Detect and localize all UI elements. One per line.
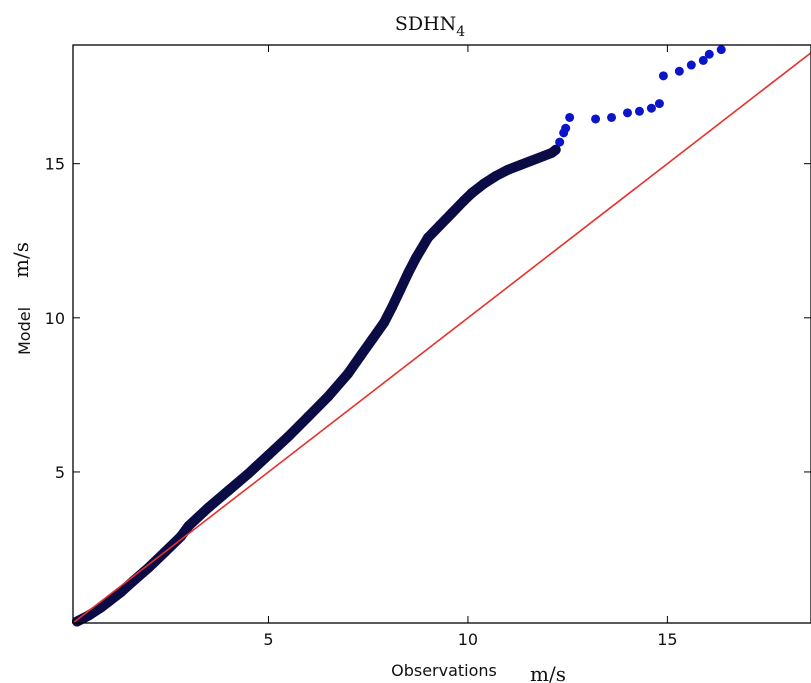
data-point — [458, 195, 469, 206]
data-point — [423, 232, 434, 243]
data-point — [323, 391, 334, 402]
tick-layer: 5 10 15 5 10 15 — [45, 45, 811, 649]
data-point — [526, 155, 537, 166]
data-point — [243, 468, 254, 479]
x-axis-label: Observations — [391, 661, 497, 680]
data-point — [514, 160, 525, 171]
data-point — [379, 317, 390, 328]
data-point — [634, 106, 644, 116]
x-tick-label: 10 — [458, 630, 478, 649]
data-point — [622, 108, 632, 118]
data-point — [411, 252, 422, 263]
data-point — [175, 531, 186, 542]
y-tick-label: 5 — [55, 463, 65, 482]
y-tick-label: 15 — [45, 155, 65, 174]
data-point — [95, 602, 106, 613]
data-point — [143, 562, 154, 573]
data-point — [103, 596, 114, 607]
data-point — [466, 187, 477, 198]
data-point — [716, 45, 726, 55]
data-point — [395, 285, 406, 296]
data-point — [565, 112, 575, 122]
data-point — [446, 208, 457, 219]
data-point — [203, 502, 214, 513]
data-point — [550, 144, 561, 155]
reference-layer — [72, 52, 811, 624]
data-point — [591, 114, 601, 124]
x-axis-unit: m/s — [530, 662, 566, 683]
plot-frame — [72, 44, 811, 624]
data-point — [367, 334, 378, 345]
data-point — [83, 610, 94, 621]
data-point — [490, 171, 501, 182]
data-point — [183, 520, 194, 531]
data-point — [704, 49, 714, 59]
data-point — [355, 351, 366, 362]
data-point — [435, 220, 446, 231]
data-point — [343, 368, 354, 379]
data-point — [646, 103, 656, 113]
data-point — [607, 112, 617, 122]
data-point — [555, 137, 565, 147]
data-point — [387, 302, 398, 313]
data-point — [403, 268, 414, 279]
chart-title: SDHN4 — [395, 13, 465, 40]
y-axis-unit: m/s — [9, 242, 33, 278]
data-point — [303, 411, 314, 422]
data-point — [538, 150, 549, 161]
dense-points-band — [72, 144, 561, 627]
x-tick-label: 5 — [263, 630, 273, 649]
y-tick-label: 10 — [45, 309, 65, 328]
data-point — [478, 178, 489, 189]
data-point — [674, 66, 684, 76]
data-point — [698, 55, 708, 65]
data-point — [283, 431, 294, 442]
data-point — [658, 71, 668, 81]
reference-line — [72, 52, 811, 624]
y-axis-label: Model — [15, 307, 34, 355]
data-point — [115, 587, 126, 598]
data-point — [654, 99, 664, 109]
data-point — [263, 449, 274, 460]
data-point — [561, 123, 571, 133]
data-layer — [71, 45, 726, 627]
data-point — [223, 485, 234, 496]
data-point — [686, 60, 696, 70]
data-point — [502, 164, 513, 175]
data-point — [127, 576, 138, 587]
x-tick-label: 15 — [657, 630, 677, 649]
